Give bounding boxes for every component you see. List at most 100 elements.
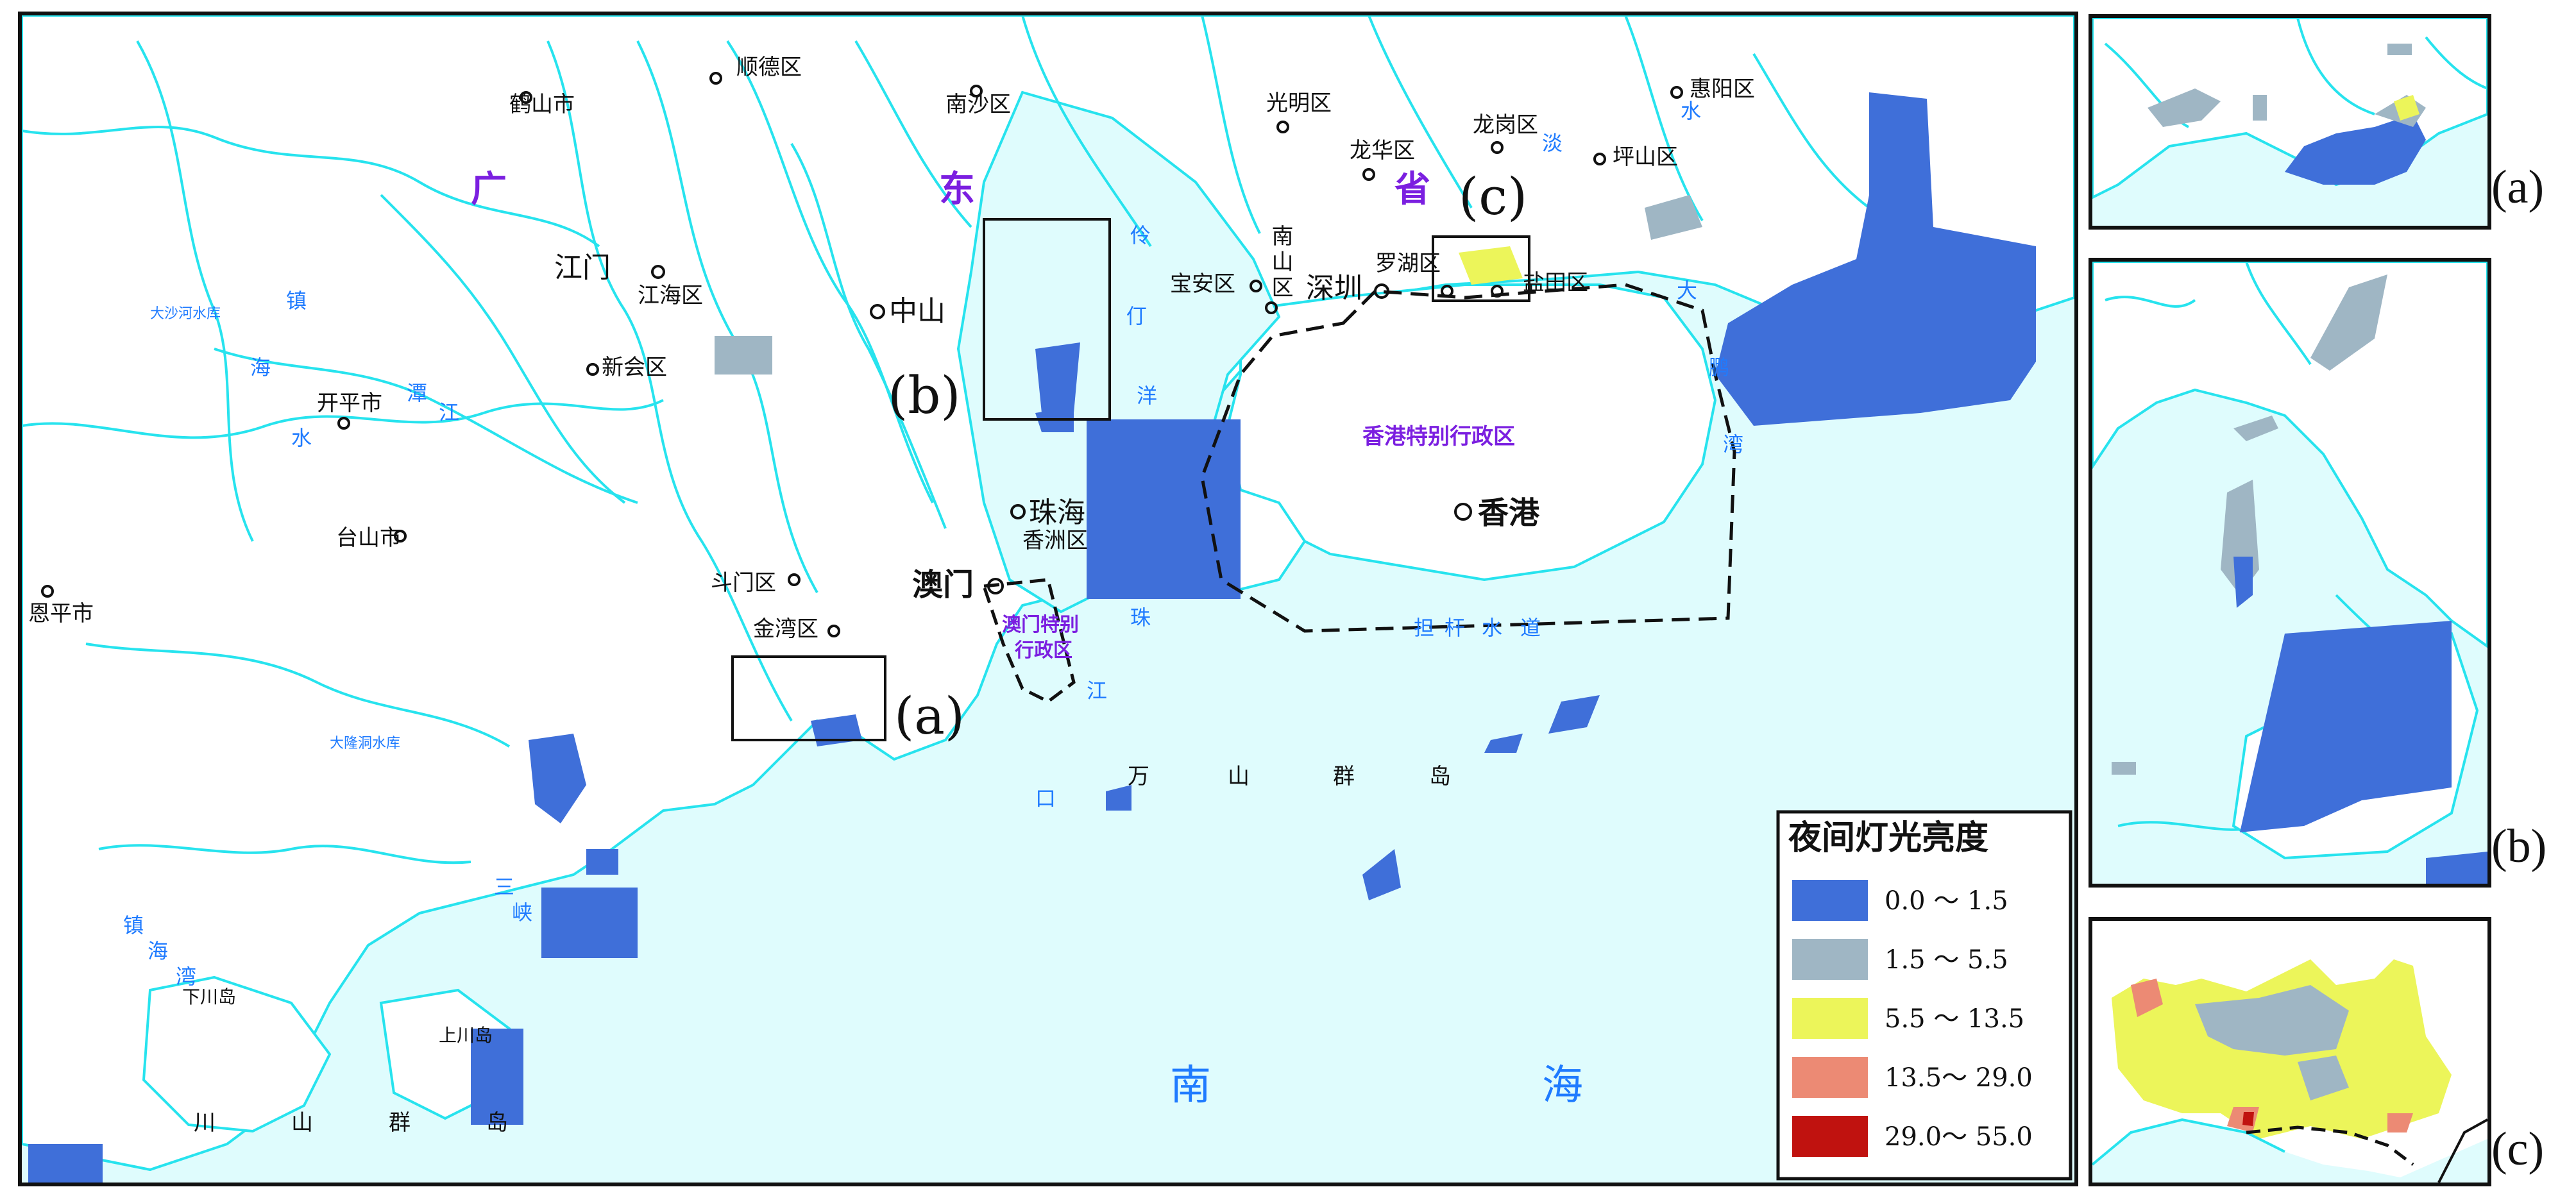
legend-title: 夜间灯光亮度 (1788, 818, 1988, 857)
city-markers (41, 72, 1683, 637)
night-light-patches (28, 92, 2036, 1183)
inset-a-canvas (2092, 18, 2487, 199)
inset-b-canvas (2092, 262, 2487, 884)
island-wanshan-1: 万 (1128, 764, 1149, 789)
water-pearl-3: 口 (1035, 786, 1056, 811)
inset-frame-a (731, 655, 886, 741)
water-lingding-2: 仃 (1126, 304, 1147, 328)
legend-range-5: 29.0～ 55.0 (1885, 1122, 2033, 1152)
light-patch-chuanshan (541, 888, 638, 958)
macau-sar-boundary (981, 578, 1076, 703)
light-patch-eastern-block (1715, 92, 2036, 426)
water-danggan-3: 水 (1482, 616, 1502, 640)
city-label-yantian: 盐田区 (1523, 270, 1588, 296)
city-label-jianghai: 江海区 (638, 283, 703, 308)
inset-marker-c: (c) (1459, 167, 1527, 226)
macau-sar-label-2: 行政区 (1014, 639, 1072, 662)
city-label-pingshan: 坪山区 (1613, 144, 1678, 170)
main-map-canvas: (a) (b) (c) 广 东 省 江门 中山 珠海 澳门 深圳 香港 鹤山市 … (22, 15, 2074, 1183)
city-label-heshan: 鹤山市 (509, 92, 575, 117)
city-label-guangming: 光明区 (1266, 90, 1332, 116)
light-patch-yantian (1459, 246, 1523, 285)
water-sanxia-2: 峡 (512, 900, 532, 925)
inset-panel-a (2089, 14, 2491, 230)
city-label-xinhui: 新会区 (602, 355, 667, 380)
city-label-jinwan: 金湾区 (753, 616, 818, 642)
inset-caption-c: (c) (2491, 1123, 2545, 1175)
city-label-taishan: 台山市 (336, 525, 402, 551)
city-label-zhuhai: 珠海 (1029, 496, 1085, 529)
river-network (22, 15, 1870, 864)
city-label-shenzhen: 深圳 (1306, 272, 1362, 305)
hk-sar-label: 香港特别行政区 (1362, 424, 1515, 450)
city-label-nansha: 南沙区 (945, 92, 1011, 117)
macau-sar-label-1: 澳门特别 (1002, 614, 1079, 636)
island-chuanshan-1: 川 (194, 1110, 216, 1136)
water-nanhai-2: 海 (1542, 1062, 1583, 1109)
city-label-nanshan: 南山区 (1267, 224, 1293, 301)
water-zhenhai-1: 镇 (286, 289, 307, 313)
light-patch-dongguan (1645, 195, 1702, 240)
city-label-shunde: 顺德区 (736, 55, 802, 80)
inset-marker-a: (a) (894, 686, 965, 746)
city-label-longgang: 龙岗区 (1473, 112, 1538, 138)
light-patch-corner (28, 1144, 103, 1183)
province-char-guang: 广 (471, 169, 507, 210)
water-zhenhaiwan-3: 湾 (176, 964, 196, 989)
city-label-xiangzhou: 香洲区 (1022, 528, 1088, 553)
water-pearl-1: 珠 (1130, 605, 1151, 630)
island-wanshan-2: 山 (1228, 764, 1250, 789)
water-pearl-2: 江 (1087, 678, 1107, 703)
legend-swatch-2 (1792, 939, 1868, 980)
island-wanshan-3: 群 (1333, 764, 1355, 789)
water-tanjiang-low: 水 (291, 426, 312, 450)
inset-c-canvas (2092, 921, 2487, 1183)
water-dalonghe: 大隆洞水库 (330, 736, 400, 752)
light-patch-inset-a-area (811, 714, 862, 746)
light-patch-island-d (1362, 849, 1401, 900)
water-lingding-3: 洋 (1137, 383, 1157, 408)
inset-frame-c (1432, 235, 1530, 302)
inset-caption-a: (a) (2491, 161, 2545, 214)
water-lingding-1: 伶 (1130, 223, 1151, 248)
water-dashahe: 大沙河水库 (150, 306, 221, 322)
water-tanjiang-2: 江 (439, 400, 459, 425)
city-label-enping: 恩平市 (28, 601, 94, 627)
light-patch-island-b (1548, 695, 1600, 734)
island-shangchuan: 上川岛 (439, 1025, 493, 1046)
city-label-huiyang: 惠阳区 (1690, 76, 1755, 102)
legend-swatch-4 (1792, 1057, 1868, 1098)
light-patch-coast (586, 849, 618, 875)
city-label-kaiping: 开平市 (317, 391, 382, 416)
inset-frame-b (983, 218, 1111, 421)
water-danggan-1: 担 (1414, 616, 1434, 640)
inset-marker-b: (b) (888, 366, 961, 425)
water-nanhai-1: 南 (1170, 1062, 1211, 1109)
city-label-jiangmen: 江门 (554, 251, 611, 284)
island-chuanshan-2: 山 (291, 1110, 313, 1136)
light-patch-island-a (529, 734, 586, 823)
city-label-macau: 澳门 (912, 567, 974, 603)
city-label-hongkong: 香港 (1478, 495, 1540, 531)
province-char-sheng: 省 (1394, 169, 1430, 210)
light-patch-north (715, 336, 772, 375)
legend-swatch-3 (1792, 998, 1868, 1039)
light-patch-zhuhai-sea (1087, 419, 1241, 599)
hk-sar-boundary (1200, 283, 1736, 633)
inset-panel-b (2089, 258, 2491, 888)
legend: 夜间灯光亮度 0.0 ～ 1.5 1.5 ～ 5.5 5.5 ～ 13.5 13.5～… (1776, 810, 2072, 1181)
water-tanjiang-1: 潭 (407, 381, 427, 405)
chuanshan-islands (142, 975, 332, 1133)
legend-range-1: 0.0 ～ 1.5 (1885, 886, 2008, 916)
island-chuanshan-3: 群 (389, 1110, 411, 1136)
inset-caption-b: (b) (2491, 820, 2547, 873)
inset-panel-c (2089, 917, 2491, 1186)
water-dapeng-2: 鹏 (1709, 355, 1729, 380)
island-wanshan-4: 岛 (1429, 764, 1451, 789)
light-patch-island-f (1106, 785, 1131, 811)
city-label-zhongshan: 中山 (889, 295, 945, 328)
legend-range-4: 13.5～ 29.0 (1885, 1063, 2033, 1093)
legend-range-3: 5.5 ～ 13.5 (1885, 1004, 2024, 1034)
legend-swatch-1 (1792, 880, 1868, 921)
main-map: (a) (b) (c) 广 东 省 江门 中山 珠海 澳门 深圳 香港 鹤山市 … (18, 12, 2078, 1186)
